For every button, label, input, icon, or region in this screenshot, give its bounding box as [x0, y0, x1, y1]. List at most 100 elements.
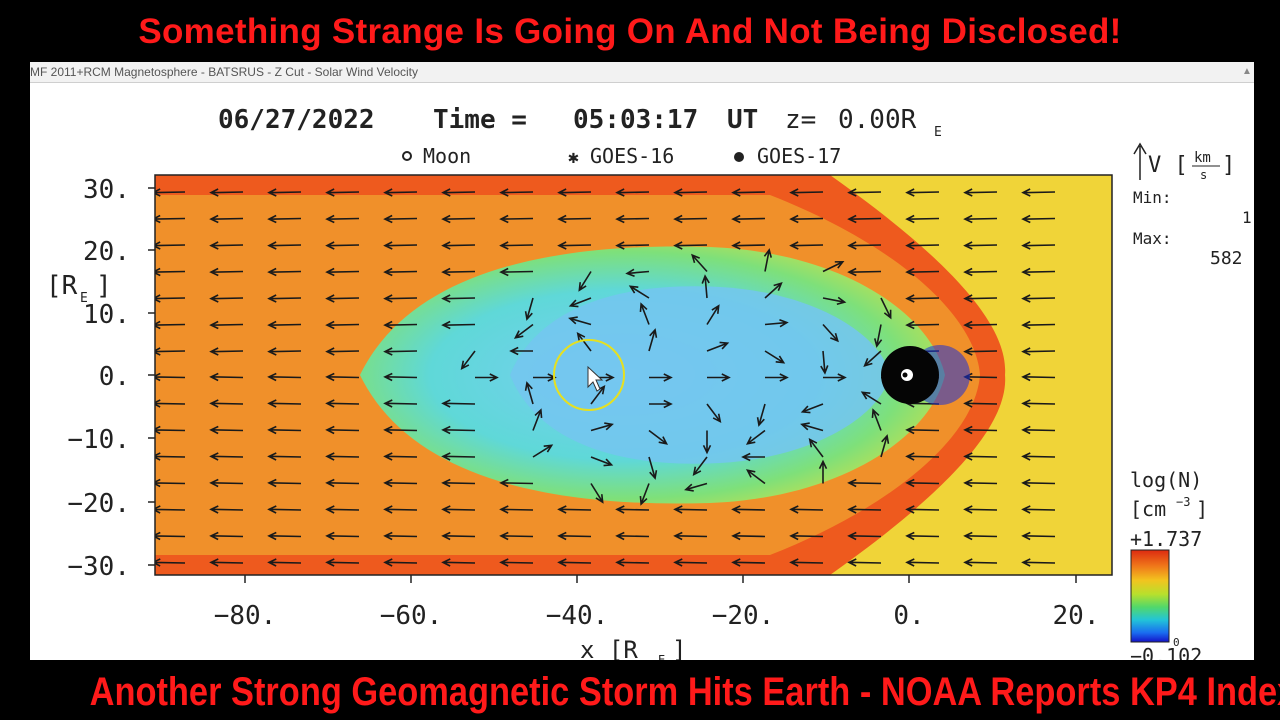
velocity-arrow: [499, 531, 534, 541]
velocity-arrow: [155, 347, 186, 356]
plot-z-value: 0.00R: [838, 105, 917, 135]
velocity-arrow: [905, 505, 940, 514]
velocity-unit-den: s: [1200, 168, 1207, 182]
velocity-arrow: [383, 425, 418, 435]
velocity-arrow: [209, 214, 244, 224]
velocity-arrow: [963, 425, 998, 435]
velocity-arrow: [963, 214, 998, 224]
velocity-arrow: [873, 324, 883, 348]
velocity-arrow: [383, 558, 418, 567]
colorbar-unit-exp: −3: [1176, 495, 1190, 509]
velocity-arrow: [1021, 188, 1056, 197]
velocity-arrow: [267, 347, 302, 356]
colorbar-zero: 0: [1173, 636, 1180, 649]
colorbar-min: −0.102: [1130, 644, 1202, 660]
velocity-arrow: [741, 452, 765, 462]
velocity-arrow: [905, 531, 940, 541]
velocity-arrow: [1021, 558, 1056, 567]
moon-marker-icon: [402, 151, 412, 161]
velocity-arrow: [1021, 399, 1056, 408]
velocity-arrow: [731, 188, 766, 197]
velocity-arrow: [532, 408, 543, 431]
velocity-arrow: [963, 558, 998, 567]
velocity-arrow: [847, 214, 882, 224]
velocity-arrow: [1021, 425, 1056, 435]
velocity-arrow: [847, 241, 882, 250]
velocity-arrow: [499, 558, 534, 567]
velocity-arrow: [963, 478, 998, 488]
velocity-arrow: [441, 399, 476, 408]
velocity-arrow: [673, 531, 708, 541]
cursor-highlight-ring: [553, 339, 625, 411]
velocity-arrow: [267, 320, 302, 330]
velocity-arrow: [155, 505, 186, 514]
y-axis: 30. 20. 10. 0. −10. −20. −30. [R E ]: [46, 175, 130, 582]
velocity-arrow: [615, 531, 650, 541]
velocity-arrow: [1021, 320, 1056, 330]
velocity-arrow: [822, 261, 845, 273]
velocity-arrow: [557, 214, 592, 224]
velocity-arrow: [267, 267, 302, 277]
velocity-arrow: [731, 558, 766, 567]
velocity-arrow: [731, 214, 766, 224]
velocity-arrow: [209, 320, 244, 330]
velocity-arrow: [155, 531, 186, 541]
velocity-arrow: [692, 456, 708, 477]
velocity-arrow: [764, 350, 786, 364]
velocity-arrow: [383, 267, 418, 277]
velocity-arrow: [789, 214, 824, 224]
y-tick-label: −10.: [67, 425, 130, 455]
velocity-arrow: [383, 188, 418, 197]
velocity-arrow: [905, 188, 940, 197]
velocity-arrow: [731, 241, 766, 250]
scroll-up-icon[interactable]: ▲: [1242, 66, 1252, 77]
velocity-arrow: [524, 381, 534, 405]
y-tick-label: −30.: [67, 552, 130, 582]
goes17-marker-icon: [734, 152, 744, 162]
velocity-arrow: [383, 505, 418, 514]
velocity-arrow: [963, 347, 998, 356]
velocity-arrow: [625, 268, 650, 278]
velocity-unit-num: km: [1194, 150, 1211, 166]
x-tick-label: 20.: [1053, 601, 1100, 631]
velocity-min-label: Min:: [1133, 188, 1172, 207]
velocity-arrow-icon: [1133, 142, 1147, 180]
velocity-arrow: [155, 188, 186, 197]
top-caption-banner: Something Strange Is Going On And Not Be…: [0, 0, 1280, 62]
velocity-arrow: [880, 434, 890, 458]
velocity-arrow: [499, 188, 534, 197]
window-title: MF 2011+RCM Magnetosphere - BATSRUS - Z …: [30, 65, 419, 79]
density-colorbar: log(N) [cm −3 ] +1.737 0 −0.102: [1130, 468, 1208, 660]
velocity-arrow: [963, 188, 998, 197]
colorbar-max: +1.737: [1130, 527, 1202, 551]
velocity-arrow: [822, 323, 839, 343]
velocity-arrow: [209, 425, 244, 435]
velocity-arrow: [325, 478, 360, 488]
legend-goes16: GOES-16: [590, 144, 674, 168]
velocity-arrow: [905, 425, 940, 435]
velocity-arrow: [383, 372, 418, 382]
velocity-arrow: [499, 505, 534, 514]
velocity-arrow: [745, 429, 766, 445]
velocity-arrow: [706, 341, 730, 352]
velocity-arrow: [1021, 294, 1056, 303]
velocity-arrow: [823, 373, 847, 382]
velocity-arrow: [441, 214, 476, 224]
velocity-arrow: [789, 241, 824, 250]
velocity-arrow: [209, 478, 244, 488]
x-axis-unit: x [R: [580, 636, 638, 660]
velocity-arrow: [1021, 478, 1056, 488]
velocity-arrow: [691, 253, 708, 273]
y-tick-label: 20.: [83, 237, 130, 267]
velocity-arrow: [905, 294, 940, 303]
velocity-arrow: [513, 323, 534, 339]
velocity-arrow: [615, 214, 650, 224]
velocity-arrow: [673, 505, 708, 514]
velocity-arrow: [684, 482, 708, 492]
velocity-arrow: [325, 399, 360, 408]
velocity-arrow: [441, 294, 476, 303]
plot-date: 06/27/2022: [218, 105, 375, 135]
velocity-arrow: [267, 399, 302, 408]
velocity-arrow: [789, 558, 824, 567]
velocity-unit-close: ]: [1222, 153, 1235, 178]
